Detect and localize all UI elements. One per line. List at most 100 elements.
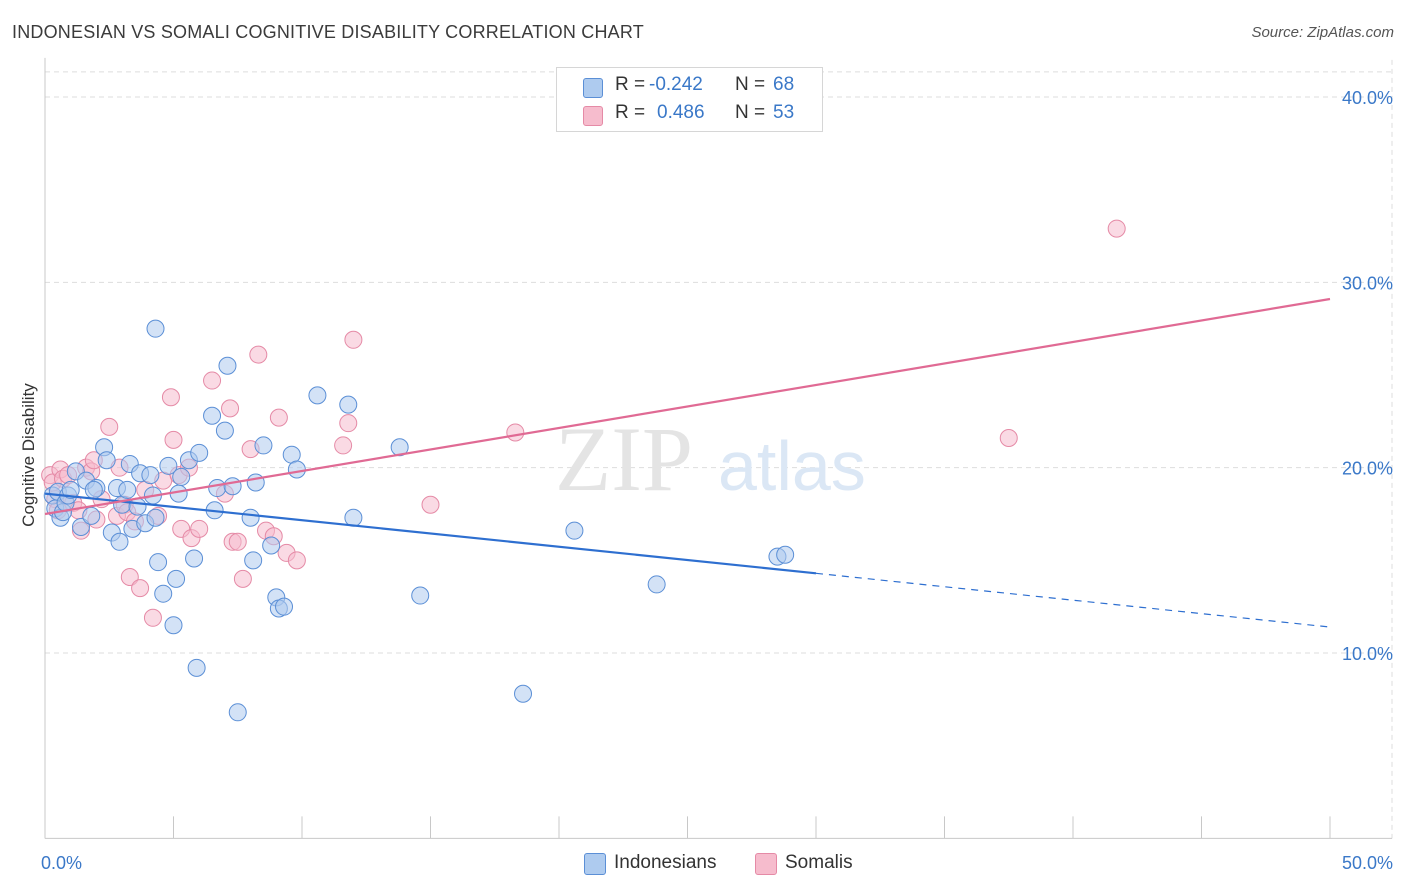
indonesians-point: [647, 575, 666, 594]
legend-row-somalis: R = 0.486 N = 53: [557, 100, 822, 128]
somalis-swatch: [755, 853, 777, 875]
indonesians-point: [141, 466, 160, 485]
indonesians-swatch: [583, 78, 603, 98]
indonesians-point: [308, 386, 327, 405]
somalis-point: [287, 551, 306, 570]
somalis-point: [1107, 219, 1126, 238]
y-tick-label: 30.0%: [1342, 273, 1393, 293]
y-tick-label: 40.0%: [1342, 88, 1393, 108]
legend-label: Somalis: [785, 852, 853, 873]
somalis-point: [999, 429, 1018, 448]
watermark-atlas: atlas: [718, 427, 866, 505]
indonesians-point: [565, 521, 584, 540]
indonesians-point: [172, 467, 191, 486]
indonesians-point: [154, 584, 173, 603]
source-label: Source: ZipAtlas.com: [1251, 24, 1394, 41]
somalis-point: [249, 345, 268, 364]
r-label: R =: [615, 74, 646, 95]
indonesians-point: [390, 438, 409, 457]
indonesians-point: [110, 532, 129, 551]
indonesians-point: [190, 443, 209, 462]
indonesians-point: [118, 480, 137, 499]
indonesians-swatch: [584, 853, 606, 875]
trend-lines: [44, 297, 1331, 628]
indonesians-point: [254, 436, 273, 455]
n-label: N =: [735, 102, 766, 123]
somalis-point: [190, 519, 209, 538]
legend-row-indonesians: R = -0.242 N = 68: [557, 72, 822, 100]
indonesians-point: [146, 508, 165, 527]
somalis-point: [120, 568, 139, 587]
n-value: 53: [773, 102, 795, 123]
n-value: 68: [773, 74, 795, 95]
indonesians-point: [776, 545, 795, 564]
r-value: -0.242: [649, 74, 703, 95]
somalis-trend-line: [44, 297, 1331, 516]
chart-title: INDONESIAN VS SOMALI COGNITIVE DISABILIT…: [12, 22, 644, 42]
indonesians-point: [262, 536, 281, 555]
indonesians-trend-line: [44, 492, 817, 575]
indonesians-point: [223, 477, 242, 496]
grid-lines: [45, 59, 1395, 839]
indonesians-point: [514, 684, 533, 703]
y-tick-label: 10.0%: [1342, 644, 1393, 664]
indonesians-points: [43, 319, 795, 722]
somalis-point: [334, 436, 353, 455]
somalis-point: [164, 430, 183, 449]
indonesians-point: [159, 456, 178, 475]
indonesians-point: [287, 460, 306, 479]
indonesians-point: [128, 497, 147, 516]
correlation-legend: R = -0.242 N = 68 R = 0.486 N = 53: [556, 67, 823, 132]
somalis-swatch: [583, 106, 603, 126]
r-value: 0.486: [657, 102, 705, 123]
somalis-point: [221, 399, 240, 418]
tick-labels: 10.0% 20.0% 30.0% 40.0% 0.0% 50.0%: [41, 88, 1393, 873]
y-axis-label: Cognitive Disability: [19, 383, 38, 527]
indonesians-point: [185, 549, 204, 568]
watermark-zip: ZIP: [555, 408, 693, 510]
indonesians-point: [61, 480, 80, 499]
somalis-point: [421, 495, 440, 514]
somalis-point: [269, 408, 288, 427]
x-tick-label: 0.0%: [41, 853, 82, 873]
r-label: R =: [615, 102, 646, 123]
indonesians-point: [71, 517, 90, 536]
axes: [44, 57, 1392, 839]
x-tick-label: 50.0%: [1342, 853, 1393, 873]
indonesians-point: [97, 451, 116, 470]
indonesians-point: [244, 551, 263, 570]
indonesians-point: [149, 553, 168, 572]
indonesians-point: [218, 356, 237, 375]
indonesians-point: [164, 616, 183, 635]
y-tick-label: 20.0%: [1342, 459, 1393, 479]
indonesians-point: [215, 421, 234, 440]
somalis-point: [143, 608, 162, 627]
indonesians-point: [411, 586, 430, 605]
indonesians-point: [146, 319, 165, 338]
indonesians-point: [275, 597, 294, 616]
indonesians-point: [241, 508, 260, 527]
somalis-point: [233, 569, 252, 588]
indonesians-point: [84, 480, 103, 499]
somalis-point: [339, 414, 358, 433]
somalis-point: [131, 579, 150, 598]
indonesians-point: [82, 506, 101, 525]
indonesians-point: [208, 479, 227, 498]
somalis-point: [161, 388, 180, 407]
somalis-point: [100, 417, 119, 436]
somalis-point: [506, 423, 525, 442]
indonesians-point: [167, 569, 186, 588]
indonesians-point: [203, 406, 222, 425]
indonesians-point: [187, 658, 206, 677]
legend-label: Indonesians: [614, 852, 717, 873]
indonesians-point: [228, 703, 247, 722]
indonesians-trend-extension: [815, 572, 1331, 628]
indonesians-point: [339, 395, 358, 414]
n-label: N =: [735, 74, 766, 95]
somalis-point: [228, 532, 247, 551]
indonesians-point: [344, 508, 363, 527]
indonesians-point: [246, 473, 265, 492]
somalis-point: [203, 371, 222, 390]
somalis-point: [344, 330, 363, 349]
